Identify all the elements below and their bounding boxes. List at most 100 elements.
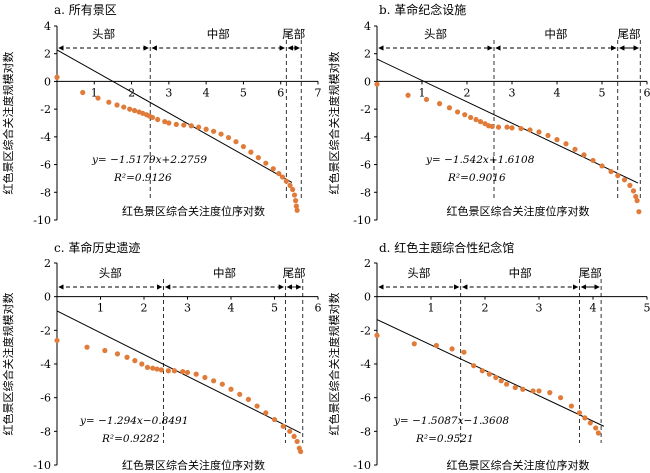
x-axis-label: 红色景区综合关注度位序对数 [447, 204, 590, 218]
data-point [203, 126, 209, 132]
x-tick-label: 6 [644, 86, 650, 99]
data-point [211, 128, 217, 134]
y-tick-label: 2 [44, 48, 51, 61]
data-point [433, 342, 439, 349]
data-point [245, 396, 251, 402]
segment-label: 中部 [544, 27, 567, 41]
panel-title: b. 革命纪念设施 [379, 2, 466, 17]
data-point [149, 114, 156, 121]
data-point [527, 127, 533, 133]
segment-label: 尾部 [579, 266, 602, 280]
data-point [630, 188, 637, 194]
y-tick-label: -6 [40, 392, 51, 405]
data-point [218, 131, 224, 137]
data-point [595, 430, 602, 436]
segment-label: 头部 [99, 266, 122, 280]
data-point [106, 99, 112, 105]
x-tick-label: 3 [184, 302, 191, 315]
data-point [202, 374, 208, 381]
data-point [423, 96, 430, 103]
y-axis-label: 红色景区综合关注度规模对数 [327, 52, 341, 195]
x-axis-label: 红色景区综合关注度位序对数 [447, 458, 590, 472]
x-tick-label: 2 [464, 86, 471, 99]
data-point [291, 433, 297, 439]
data-point [290, 186, 296, 193]
x-tick-label: 2 [128, 86, 135, 99]
data-point [374, 332, 380, 338]
data-point [114, 102, 120, 108]
data-point [473, 116, 479, 123]
x-tick-label: 5 [271, 302, 278, 315]
segment-label: 头部 [424, 27, 447, 41]
data-point [131, 107, 138, 114]
data-point [294, 438, 300, 445]
data-point [294, 207, 300, 213]
x-tick-label: 4 [203, 86, 210, 99]
y-tick-label: -4 [360, 131, 371, 144]
y-tick-label: 2 [44, 257, 51, 270]
data-point [291, 192, 298, 198]
data-point [471, 363, 477, 369]
data-point [636, 209, 642, 215]
data-point [248, 149, 254, 155]
data-point [240, 143, 247, 150]
y-tick-label: -10 [33, 459, 51, 472]
y-tick-label: -2 [360, 324, 371, 337]
data-point [171, 368, 178, 374]
data-point [121, 104, 127, 110]
data-point [287, 428, 293, 434]
y-tick-label: -10 [353, 459, 371, 472]
x-tick-label: 3 [509, 86, 516, 99]
x-tick-label: 5 [599, 86, 606, 99]
segment-label: 尾部 [618, 27, 641, 41]
x-tick-label: 6 [315, 302, 322, 315]
data-point [489, 123, 495, 130]
segment-label: 中部 [213, 266, 236, 280]
data-point [263, 160, 269, 166]
x-tick-label: 6 [277, 86, 284, 99]
data-point [180, 368, 186, 375]
data-point [554, 137, 560, 143]
data-point [509, 125, 515, 131]
segment-label: 中部 [207, 27, 230, 41]
data-point [495, 124, 502, 130]
y-axis-label: 红色景区综合关注度规模对数 [1, 52, 15, 195]
data-point [102, 347, 108, 354]
data-point [155, 116, 161, 123]
y-tick-label: -4 [40, 358, 51, 371]
y-tick-label: -2 [40, 103, 51, 116]
data-point [627, 182, 633, 188]
y-tick-label: 0 [44, 291, 51, 304]
data-point [279, 174, 286, 180]
data-point [493, 374, 499, 381]
data-point [144, 364, 151, 370]
data-point [139, 361, 145, 367]
data-point [298, 448, 304, 455]
r-squared-label: R²=0.9521 [415, 433, 474, 445]
y-tick-label: -8 [40, 186, 51, 199]
data-point [545, 132, 551, 139]
data-point [287, 182, 293, 188]
data-point [520, 386, 526, 392]
data-point [593, 425, 599, 431]
regression-equation: y= −1.294x−0.8491 [79, 415, 188, 427]
y-tick-label: 2 [364, 48, 371, 61]
x-tick-label: 5 [644, 302, 650, 315]
data-point [95, 95, 101, 101]
y-tick-label: -6 [360, 392, 371, 405]
segment-label: 尾部 [283, 266, 306, 280]
data-point [621, 177, 628, 183]
data-point [454, 109, 461, 115]
data-point [547, 390, 553, 396]
y-tick-label: -6 [360, 159, 371, 172]
data-point [196, 124, 202, 130]
x-tick-label: 1 [419, 86, 426, 99]
data-point [271, 416, 278, 423]
data-point [436, 101, 443, 107]
x-axis-label: 红色景区综合关注度位序对数 [122, 458, 265, 472]
y-tick-label: 0 [44, 75, 51, 88]
panel-title: d. 红色主题综合性纪念馆 [379, 240, 514, 255]
data-point [536, 129, 542, 135]
